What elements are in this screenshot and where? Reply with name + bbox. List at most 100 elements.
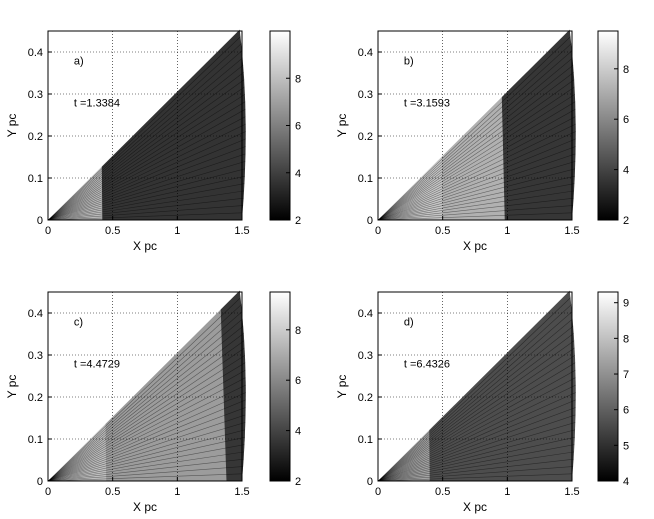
streamline <box>378 211 576 221</box>
streamline <box>378 333 576 481</box>
colorbar-tick-label: 8 <box>295 73 301 85</box>
streamline <box>48 348 246 481</box>
y-tick-label: 0 <box>37 215 43 227</box>
axes-frame <box>47 291 243 482</box>
colorbar-scale <box>269 291 291 482</box>
y-axis-label: Y pc <box>5 375 19 399</box>
streamline <box>48 310 246 481</box>
streamline <box>378 196 576 221</box>
streamline <box>48 371 246 481</box>
colorbar-tick-label: 2 <box>623 215 629 227</box>
streamline <box>48 318 246 481</box>
colorbar: 4 5 6 7 8 9 <box>597 291 629 488</box>
streamline <box>378 34 576 221</box>
time-annotation: t =3.1593 <box>404 98 450 110</box>
streamline <box>378 433 576 481</box>
colorbar-tick-label: 4 <box>623 165 629 177</box>
y-tick-label: 0.2 <box>358 131 373 143</box>
y-axis-label: Y pc <box>335 114 349 138</box>
x-tick-label: 0.5 <box>435 486 450 498</box>
x-tick-label: 1 <box>504 225 510 237</box>
streamline <box>378 326 576 481</box>
streamline <box>378 341 576 481</box>
streamline <box>48 472 246 481</box>
streamline <box>48 65 246 221</box>
streamline <box>378 110 576 221</box>
colorbar-tick-label: 9 <box>623 298 629 310</box>
panel-label: b) <box>404 56 414 68</box>
streamline <box>48 49 246 221</box>
streamline <box>48 379 246 481</box>
streamline <box>378 379 576 481</box>
streamline <box>378 295 576 481</box>
streamline <box>378 188 576 221</box>
axes-frame <box>47 30 243 221</box>
y-tick-label: 0.4 <box>28 308 43 320</box>
grid <box>378 292 573 481</box>
streamline <box>48 157 246 221</box>
streamline <box>48 290 246 481</box>
time-annotation: t =6.4326 <box>404 359 450 371</box>
streamline <box>48 204 246 221</box>
x-tick-label: 1.5 <box>234 225 249 237</box>
streamline <box>48 387 246 481</box>
streamline <box>48 172 246 221</box>
panel-4: 0 0.5 1 1.5 0 0.1 0.2 0.3 0.4 X pc Y pc d) t =6.4326… <box>335 290 629 514</box>
panel-label: c) <box>74 317 83 329</box>
x-axis-label: X pc <box>133 239 157 253</box>
streamline <box>378 356 576 481</box>
y-tick-label: 0 <box>367 476 373 488</box>
x-tick-label: 1.5 <box>564 225 579 237</box>
streamline <box>48 433 246 481</box>
colorbar: 2 4 6 8 <box>269 30 301 227</box>
streamline <box>48 57 246 221</box>
streamline <box>378 157 576 221</box>
streamline <box>48 110 246 221</box>
colorbar-tick-label: 6 <box>623 114 629 126</box>
x-tick-label: 1.5 <box>234 486 249 498</box>
streamline <box>378 418 576 481</box>
streamline <box>48 364 246 481</box>
streamline <box>48 211 246 221</box>
grid <box>378 31 573 220</box>
y-tick-label: 0.1 <box>358 173 373 185</box>
streamline <box>378 29 576 221</box>
streamline <box>378 95 576 221</box>
streamline <box>48 42 246 221</box>
streamline <box>48 333 246 481</box>
y-tick-label: 0.3 <box>358 89 373 101</box>
streamline <box>378 172 576 221</box>
x-axis-label: X pc <box>463 500 487 514</box>
colorbar-tick-label: 6 <box>295 121 301 133</box>
streamline <box>378 118 576 221</box>
streamline <box>378 141 576 221</box>
streamline <box>48 188 246 221</box>
streamline <box>378 134 576 221</box>
grid <box>48 31 243 220</box>
streamline <box>378 80 576 221</box>
y-tick-label: 0.1 <box>28 173 43 185</box>
streamline <box>378 165 576 221</box>
x-axis-label: X pc <box>133 500 157 514</box>
streamline <box>378 72 576 221</box>
region-3 <box>219 290 246 481</box>
streamline <box>378 290 576 481</box>
streamline <box>48 118 246 221</box>
colorbar-tick-label: 4 <box>295 426 301 438</box>
colorbar: 2 4 6 8 <box>269 291 301 488</box>
streamline <box>378 310 576 481</box>
streamline <box>48 418 246 481</box>
x-tick-label: 1.5 <box>564 486 579 498</box>
streamline <box>378 472 576 481</box>
streamline <box>48 180 246 221</box>
streamline <box>48 449 246 481</box>
streamline <box>378 49 576 221</box>
y-tick-label: 0.2 <box>28 131 43 143</box>
streamline <box>378 65 576 221</box>
streamline <box>378 371 576 481</box>
streamline <box>378 303 576 481</box>
colorbar-scale <box>597 291 619 482</box>
x-tick-label: 1 <box>174 225 180 237</box>
streamline <box>48 103 246 221</box>
